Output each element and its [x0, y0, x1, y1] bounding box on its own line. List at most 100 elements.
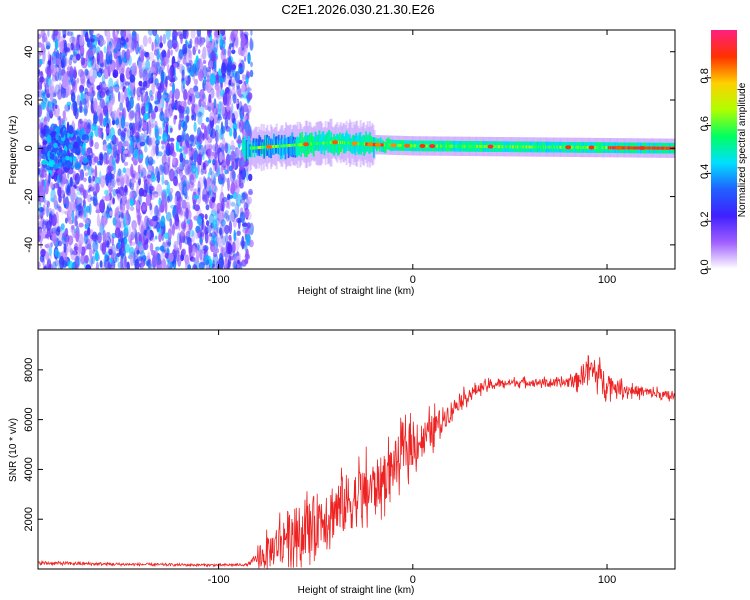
- heatmap-cell: [76, 186, 81, 191]
- heatmap-cell: [335, 136, 337, 153]
- heatmap-cell: [187, 264, 192, 269]
- heatmap-cell: [187, 44, 193, 49]
- heatmap-cell: [258, 146, 260, 149]
- heatmap-cell: [657, 146, 660, 150]
- heatmap-cell: [55, 211, 59, 224]
- heatmap-cell: [127, 234, 133, 244]
- heatmap-cell: [212, 105, 217, 116]
- heatmap-cell: [212, 253, 219, 266]
- heatmap-cell: [416, 144, 419, 148]
- heatmap-cell: [636, 146, 638, 150]
- heatmap-cell: [454, 144, 457, 148]
- heatmap-cell: [39, 228, 42, 236]
- heatmap-cell: [131, 38, 135, 53]
- heatmap-cell: [60, 149, 67, 160]
- heatmap-cell: [549, 145, 552, 149]
- heatmap-cell: [562, 145, 564, 149]
- heatmap-cell: [113, 36, 118, 42]
- heatmap-cell: [160, 98, 164, 105]
- heatmap-cell: [374, 142, 381, 147]
- heatmap-cell: [557, 145, 560, 149]
- heatmap-cell: [173, 262, 176, 269]
- heatmap-cell: [536, 145, 538, 149]
- heatmap-cell: [231, 102, 234, 116]
- heatmap-cell: [218, 77, 225, 83]
- heatmap-cell: [45, 45, 51, 50]
- heatmap-cell: [76, 78, 80, 83]
- heatmap-cell: [561, 145, 563, 149]
- heatmap-cell: [144, 102, 149, 112]
- heatmap-cell: [147, 179, 150, 187]
- heatmap-cell: [206, 224, 212, 234]
- heatmap-cell: [151, 250, 156, 256]
- heatmap-cell: [101, 242, 107, 255]
- heatmap-cell: [625, 146, 628, 150]
- heatmap-cell: [185, 207, 189, 220]
- heatmap-cell: [461, 144, 463, 148]
- heatmap-cell: [245, 211, 252, 221]
- heatmap-cell: [146, 217, 150, 232]
- heatmap-cell: [153, 145, 156, 155]
- heatmap-cell: [175, 140, 180, 153]
- heatmap-cell: [244, 141, 247, 162]
- heatmap-cell: [177, 134, 183, 142]
- heatmap-cell: [303, 142, 309, 147]
- heatmap-cell: [586, 146, 589, 149]
- heatmap-cell: [610, 146, 613, 150]
- heatmap-cell: [343, 141, 346, 145]
- snr-ylabel: SNR (10 * v/v): [8, 418, 19, 482]
- heatmap-cell: [125, 67, 132, 80]
- heatmap-cell: [155, 166, 159, 178]
- heatmap-cell: [119, 112, 123, 117]
- heatmap-cell: [639, 146, 645, 150]
- heatmap-cell: [396, 143, 398, 147]
- heatmap-cell: [74, 161, 81, 170]
- heatmap-cell: [438, 144, 440, 148]
- heatmap-cell: [60, 209, 66, 214]
- heatmap-cell: [329, 136, 332, 153]
- heatmap-cell: [473, 145, 475, 148]
- heatmap-cell: [162, 33, 167, 45]
- heatmap-cell: [149, 242, 154, 253]
- heatmap-cell: [451, 144, 454, 148]
- heatmap-cell: [511, 145, 514, 149]
- heatmap-cell: [552, 145, 555, 149]
- heatmap-cell: [202, 175, 206, 185]
- heatmap-cell: [218, 228, 222, 237]
- heatmap-cell: [161, 145, 165, 150]
- heatmap-cell: [258, 135, 261, 156]
- heatmap-cell: [74, 172, 80, 185]
- colorbar: 0.0 0.2 0.4 0.6 0.8 Normalized spectral ampl…: [699, 30, 748, 275]
- heatmap-cell: [77, 118, 83, 130]
- heatmap-cell: [199, 249, 203, 261]
- heatmap-cell: [219, 89, 225, 97]
- heatmap-cell: [232, 30, 238, 38]
- heatmap-cell: [124, 243, 130, 253]
- heatmap-cell: [233, 127, 237, 140]
- heatmap-cell: [182, 30, 187, 39]
- heatmap-cell: [54, 38, 59, 51]
- heatmap-cell: [296, 143, 298, 147]
- heatmap-cell: [106, 109, 109, 120]
- heatmap-cell: [41, 219, 47, 231]
- heatmap-cell: [49, 182, 54, 189]
- heatmap-cell: [651, 146, 654, 150]
- heatmap-cell: [188, 49, 192, 59]
- heatmap-cell: [242, 132, 247, 138]
- heatmap-cell: [87, 194, 93, 203]
- heatmap-cell: [39, 84, 42, 91]
- heatmap-cell: [583, 146, 586, 149]
- heatmap-cell: [314, 142, 317, 146]
- heatmap-cell: [200, 232, 205, 237]
- heatmap-cell: [78, 203, 83, 216]
- heatmap-cell: [197, 180, 201, 194]
- heatmap-cell: [411, 144, 414, 148]
- heatmap-cell: [75, 53, 81, 61]
- heatmap-cell: [65, 155, 70, 161]
- heatmap-cell: [117, 217, 124, 224]
- heatmap-cell: [48, 159, 55, 168]
- heatmap-cell: [46, 113, 50, 124]
- heatmap-cell: [69, 36, 75, 44]
- heatmap-cell: [42, 196, 46, 203]
- heatmap-cell: [109, 257, 113, 263]
